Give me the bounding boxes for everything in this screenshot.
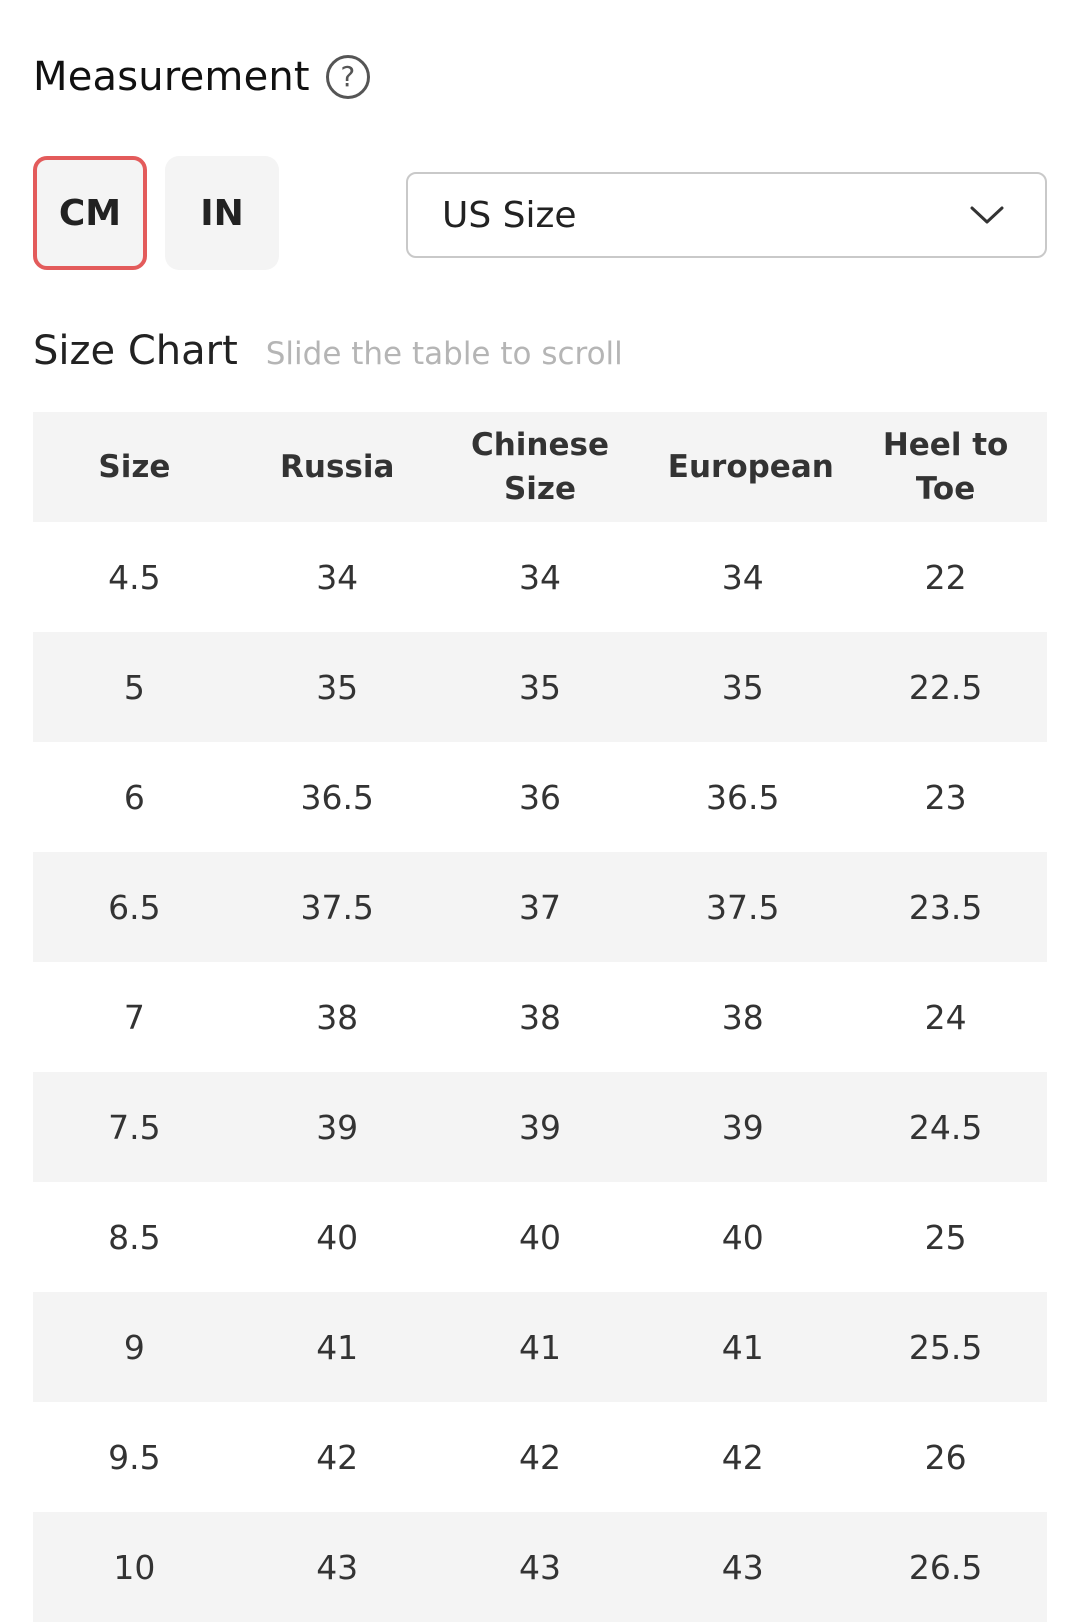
column-header-label: Chinese Size xyxy=(470,427,609,507)
table-cell: 40 xyxy=(721,1217,764,1257)
table-cell: 43 xyxy=(721,1547,764,1587)
table-cell: 36 xyxy=(518,777,561,817)
table-cell: 41 xyxy=(518,1327,561,1367)
table-cell: 34 xyxy=(518,557,561,597)
table-cell: 22.5 xyxy=(908,667,983,707)
table-row: 10 43 43 43 26.5 xyxy=(33,1512,1047,1622)
table-cell: 23 xyxy=(924,777,967,817)
measurement-header: Measurement ? xyxy=(33,52,370,102)
table-cell: 38 xyxy=(518,997,561,1037)
table-cell: 37 xyxy=(518,887,561,927)
table-cell: 39 xyxy=(316,1107,359,1147)
column-header-russia: Russia xyxy=(236,412,439,522)
size-system-value: US Size xyxy=(442,194,577,236)
table-cell: 9.5 xyxy=(108,1437,161,1477)
column-header-size: Size xyxy=(33,412,236,522)
table-cell: 34 xyxy=(316,557,359,597)
table-cell: 37.5 xyxy=(300,887,374,927)
table-cell: 5 xyxy=(123,667,145,707)
table-cell: 23.5 xyxy=(908,887,983,927)
table-row: 9.5 42 42 42 26 xyxy=(33,1402,1047,1512)
table-cell: 7.5 xyxy=(108,1107,161,1147)
table-cell: 42 xyxy=(316,1437,359,1477)
unit-in-button[interactable]: IN xyxy=(165,156,279,270)
question-circle-icon[interactable]: ? xyxy=(325,55,370,99)
table-cell: 7 xyxy=(123,997,145,1037)
size-chart-table[interactable]: Size Russia Chinese Size European Heel t… xyxy=(33,412,1047,1622)
table-cell: 25.5 xyxy=(908,1327,983,1367)
table-row: 5 35 35 35 22.5 xyxy=(33,632,1047,742)
column-header-european: European xyxy=(641,412,844,522)
table-cell: 38 xyxy=(721,997,764,1037)
table-cell: 22 xyxy=(924,557,967,597)
table-cell: 25 xyxy=(924,1217,967,1257)
column-header-label: Heel to Toe xyxy=(882,427,1009,507)
measurement-title: Measurement xyxy=(33,54,310,100)
table-cell: 41 xyxy=(316,1327,359,1367)
table-cell: 38 xyxy=(316,997,359,1037)
table-cell: 43 xyxy=(316,1547,359,1587)
column-header-label: European xyxy=(667,449,834,485)
table-cell: 35 xyxy=(721,667,764,707)
table-row: 6.5 37.5 37 37.5 23.5 xyxy=(33,852,1047,962)
table-cell: 35 xyxy=(316,667,359,707)
table-cell: 36.5 xyxy=(300,777,374,817)
table-cell: 4.5 xyxy=(108,557,161,597)
table-cell: 41 xyxy=(721,1327,764,1367)
table-cell: 10 xyxy=(113,1547,156,1587)
size-system-select[interactable]: US Size xyxy=(406,172,1047,258)
table-cell: 40 xyxy=(316,1217,359,1257)
table-cell: 40 xyxy=(518,1217,561,1257)
table-cell: 43 xyxy=(518,1547,561,1587)
unit-cm-button[interactable]: CM xyxy=(33,156,147,270)
table-cell: 42 xyxy=(518,1437,561,1477)
table-cell: 39 xyxy=(518,1107,561,1147)
table-cell: 8.5 xyxy=(108,1217,161,1257)
table-cell: 34 xyxy=(721,557,764,597)
table-cell: 35 xyxy=(518,667,561,707)
table-cell: 24 xyxy=(924,997,967,1037)
column-header-label: Russia xyxy=(280,449,395,485)
table-cell: 6.5 xyxy=(108,887,161,927)
size-chart-heading: Size Chart Slide the table to scroll xyxy=(33,328,623,374)
table-row: 6 36.5 36 36.5 23 xyxy=(33,742,1047,852)
table-header-row: Size Russia Chinese Size European Heel t… xyxy=(33,412,1047,522)
size-chart-title: Size Chart xyxy=(33,328,238,374)
table-row: 7 38 38 38 24 xyxy=(33,962,1047,1072)
table-row: 7.5 39 39 39 24.5 xyxy=(33,1072,1047,1182)
column-header-label: Size xyxy=(98,449,171,485)
table-cell: 9 xyxy=(123,1327,145,1367)
table-cell: 36.5 xyxy=(706,777,780,817)
table-cell: 26.5 xyxy=(908,1547,983,1587)
chevron-down-icon xyxy=(970,206,1004,224)
table-row: 4.5 34 34 34 22 xyxy=(33,522,1047,632)
table-row: 8.5 40 40 40 25 xyxy=(33,1182,1047,1292)
table-cell: 39 xyxy=(721,1107,764,1147)
table-cell: 42 xyxy=(721,1437,764,1477)
table-cell: 24.5 xyxy=(908,1107,983,1147)
table-row: 9 41 41 41 25.5 xyxy=(33,1292,1047,1402)
size-chart-hint: Slide the table to scroll xyxy=(265,336,623,372)
table-cell: 37.5 xyxy=(706,887,780,927)
column-header-chinese-size: Chinese Size xyxy=(439,412,642,522)
table-cell: 6 xyxy=(123,777,145,817)
table-cell: 26 xyxy=(924,1437,967,1477)
column-header-heel-to-toe: Heel to Toe xyxy=(844,412,1047,522)
